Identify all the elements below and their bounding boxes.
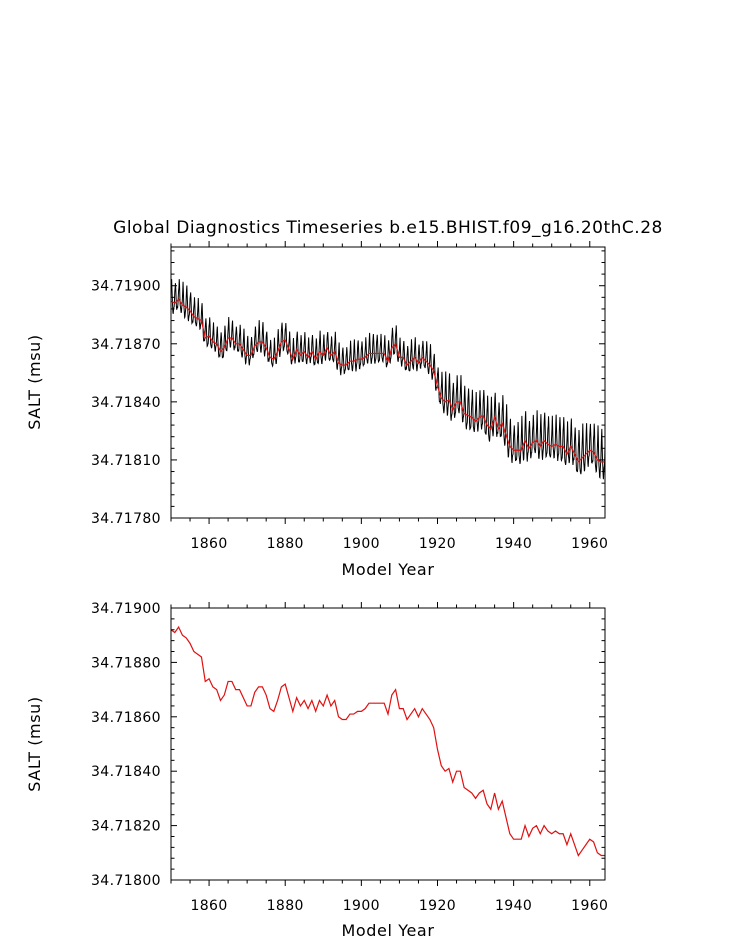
x-tick-label: 1960	[571, 898, 608, 914]
x-tick-label: 1920	[419, 536, 456, 552]
y-tick-label: 34.71800	[91, 873, 161, 889]
top-y-axis-label: SALT (msu)	[25, 334, 44, 430]
x-tick-label: 1860	[190, 898, 227, 914]
x-tick-label: 1920	[419, 898, 456, 914]
bottom-y-axis-label: SALT (msu)	[25, 696, 44, 792]
y-tick-label: 34.71900	[91, 601, 161, 617]
bottom-x-axis-label: Model Year	[342, 921, 435, 940]
y-tick-label: 34.71870	[91, 337, 161, 353]
top-series-group	[171, 279, 605, 480]
y-tick-label: 34.71840	[91, 395, 161, 411]
top-ticks-group: 1860 1880 1900 1920 1940 1960 34.71780 34.71810…	[91, 241, 608, 552]
y-tick-label: 34.71820	[91, 819, 161, 835]
x-tick-label: 1940	[495, 898, 532, 914]
bottom-ticks-group: 1860 1880 1900 1920 1940 1960 34.71800 34.71820…	[91, 601, 608, 914]
top-plot-frame	[170, 246, 606, 519]
y-tick-label: 34.71840	[91, 764, 161, 780]
x-tick-label: 1960	[571, 536, 608, 552]
y-tick-label: 34.71900	[91, 279, 161, 295]
top-x-axis-label: Model Year	[342, 560, 435, 579]
bottom-series-group	[171, 625, 605, 857]
monthly-series-line	[171, 279, 605, 480]
annual-mean-series-line	[171, 625, 605, 857]
x-tick-label: 1900	[343, 536, 380, 552]
x-tick-label: 1940	[495, 536, 532, 552]
chart-title: Global Diagnostics Timeseries b.e15.BHIS…	[113, 218, 663, 238]
x-tick-label: 1880	[267, 536, 304, 552]
bottom-panel: 1860 1880 1900 1920 1940 1960 34.71800 34.71820…	[25, 601, 608, 940]
x-tick-label: 1900	[343, 898, 380, 914]
y-tick-label: 34.71810	[91, 453, 161, 469]
x-tick-label: 1860	[190, 536, 227, 552]
top-panel: 1860 1880 1900 1920 1940 1960 34.71780 34.71810…	[25, 241, 608, 579]
x-tick-label: 1880	[267, 898, 304, 914]
bottom-plot-frame	[170, 607, 606, 881]
y-tick-label: 34.71860	[91, 710, 161, 726]
annual-mean-series-line	[171, 298, 605, 463]
y-tick-label: 34.71780	[91, 511, 161, 527]
y-tick-label: 34.71880	[91, 655, 161, 671]
